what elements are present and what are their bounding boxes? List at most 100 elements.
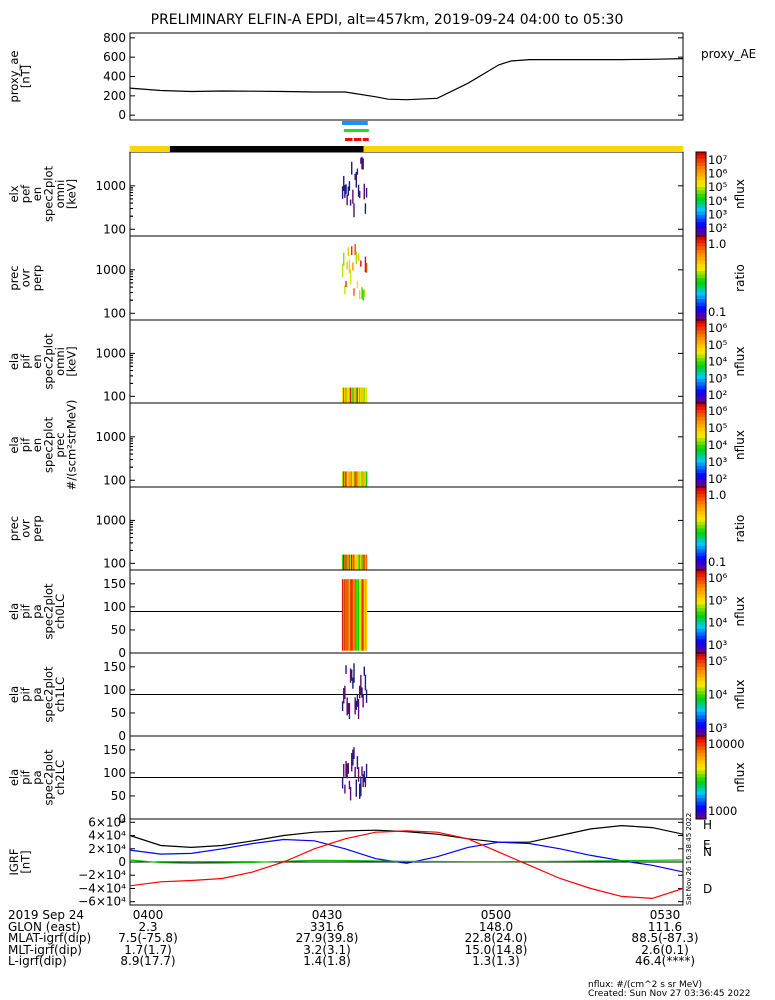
colorbar-cell <box>696 805 706 810</box>
colorbar-tick-label: 10⁶ <box>708 404 728 418</box>
y-tick-label: 2×10⁴ <box>88 842 126 856</box>
colorbar-cell <box>696 715 706 720</box>
colorbar-cell <box>696 243 706 247</box>
colorbar-cell <box>696 180 706 184</box>
y-axis-label: spec2plot <box>42 666 56 723</box>
y-tick-label: 100 <box>103 556 126 570</box>
colorbar-cell <box>696 361 706 366</box>
colorbar-tick-label: 10⁵ <box>708 421 728 435</box>
footer-value: 0500 <box>480 908 512 922</box>
panel-elx_pef_en_spec2plot_omni: 1000100elxpefenspec2plotomni[keV]10⁷10⁶1… <box>7 151 747 237</box>
colorbar-cell <box>696 413 706 418</box>
colorbar-cell <box>696 455 706 460</box>
flag-bar-green <box>347 129 353 132</box>
colorbar-cell <box>696 309 706 314</box>
panel-frame <box>129 319 684 404</box>
footer-value: 0400 <box>132 908 164 922</box>
flag-bar-green <box>359 129 365 132</box>
colorbar-cell <box>696 173 706 177</box>
colorbar-cell <box>696 285 706 289</box>
colorbar-tick-label: 10⁴ <box>708 438 728 452</box>
colorbar-cell <box>696 656 706 661</box>
colorbar-cell <box>696 239 706 244</box>
y-tick-label: 100 <box>103 766 126 780</box>
footer-value: 148.0 <box>478 919 514 934</box>
colorbar-tick-label: 0.1 <box>708 305 726 319</box>
legend-D: D <box>703 882 712 896</box>
colorbar-cell <box>696 378 706 383</box>
colorbar-cell <box>696 729 706 734</box>
colorbar-cell <box>696 176 706 181</box>
colorbar-label: ratio <box>733 264 747 292</box>
footer-value: 3.2(3.1) <box>303 942 351 957</box>
colorbar-cell <box>696 462 706 467</box>
y-axis-label: spec2plot <box>42 583 56 640</box>
y-tick-label: 100 <box>103 306 126 320</box>
colorbar-cell <box>696 722 706 727</box>
y-tick-label: 50 <box>111 706 126 720</box>
colorbar-cell <box>696 448 706 453</box>
y-axis-label: [keV] <box>65 179 79 209</box>
colorbar-cell <box>696 424 706 428</box>
y-tick-label: 600 <box>103 50 126 64</box>
flag-bar-green <box>355 129 361 132</box>
y-axis-label: pif <box>19 437 33 452</box>
colorbar-cell <box>696 767 706 772</box>
footer-row-label: L-igrf(dip) <box>8 954 67 968</box>
colorbar-cell <box>696 566 706 571</box>
y-axis-label: spec2plot <box>42 749 56 806</box>
y-axis-label: prec <box>53 432 67 457</box>
colorbar-cell <box>696 399 706 404</box>
colorbar-cell <box>696 625 706 630</box>
colorbar-cell <box>696 320 706 324</box>
colorbar-label: nflux <box>733 347 747 377</box>
colorbar-cell <box>696 403 706 407</box>
colorbar-cell <box>696 608 706 612</box>
colorbar-cell <box>696 445 706 449</box>
y-axis-label: spec2plot <box>42 165 56 222</box>
colorbar-cell <box>696 538 706 543</box>
colorbar-cell <box>696 597 706 602</box>
y-axis-label: ela <box>7 436 21 453</box>
colorbar-tick-label: 10⁵ <box>708 654 728 668</box>
y-tick-label: 6×10⁴ <box>88 815 126 829</box>
colorbar-cell <box>696 382 706 387</box>
colorbar-cell <box>696 621 706 626</box>
colorbar-cell <box>696 808 706 813</box>
y-tick-label: 0 <box>118 729 126 743</box>
colorbar-cell <box>696 274 706 279</box>
colorbar-cell <box>696 295 706 300</box>
colorbar-cell <box>696 354 706 359</box>
panel-frame <box>129 235 684 321</box>
colorbar-cell <box>696 666 706 671</box>
y-tick-label: 150 <box>103 577 126 591</box>
colorbar-cell <box>696 646 706 651</box>
colorbar-cell <box>696 483 706 488</box>
colorbar-label: nflux <box>733 179 747 209</box>
colorbar-cell <box>696 518 706 523</box>
y-tick-label: 0 <box>118 812 126 826</box>
colorbar-tick-label: 10⁴ <box>708 688 728 702</box>
colorbar-cell <box>696 573 706 578</box>
colorbar-cell <box>696 531 706 536</box>
flag-bar-red <box>362 138 369 141</box>
colorbar-tick-label: 1.0 <box>708 488 726 502</box>
colorbar-tick-label: 10⁶ <box>708 321 728 335</box>
colorbar-cell <box>696 406 706 411</box>
y-axis-label: perp <box>30 515 44 541</box>
colorbar-cell <box>696 653 706 657</box>
colorbar-cell <box>696 583 706 588</box>
colorbar-cell <box>696 441 706 446</box>
y-tick-label: 150 <box>103 660 126 674</box>
y-axis-label: elx <box>7 185 21 202</box>
colorbar-cell <box>696 777 706 782</box>
colorbar-cell <box>696 614 706 619</box>
colorbar-cell <box>696 504 706 509</box>
colorbar-cell <box>696 763 706 768</box>
colorbar-cell <box>696 313 706 317</box>
y-tick-label: 100 <box>103 683 126 697</box>
colorbar-cell <box>696 260 706 265</box>
state-bar-eclipse <box>169 146 364 152</box>
